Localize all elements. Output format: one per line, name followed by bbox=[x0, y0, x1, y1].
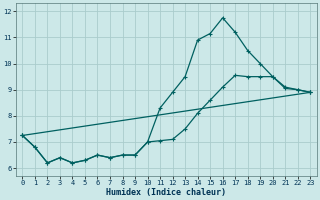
X-axis label: Humidex (Indice chaleur): Humidex (Indice chaleur) bbox=[106, 188, 226, 197]
